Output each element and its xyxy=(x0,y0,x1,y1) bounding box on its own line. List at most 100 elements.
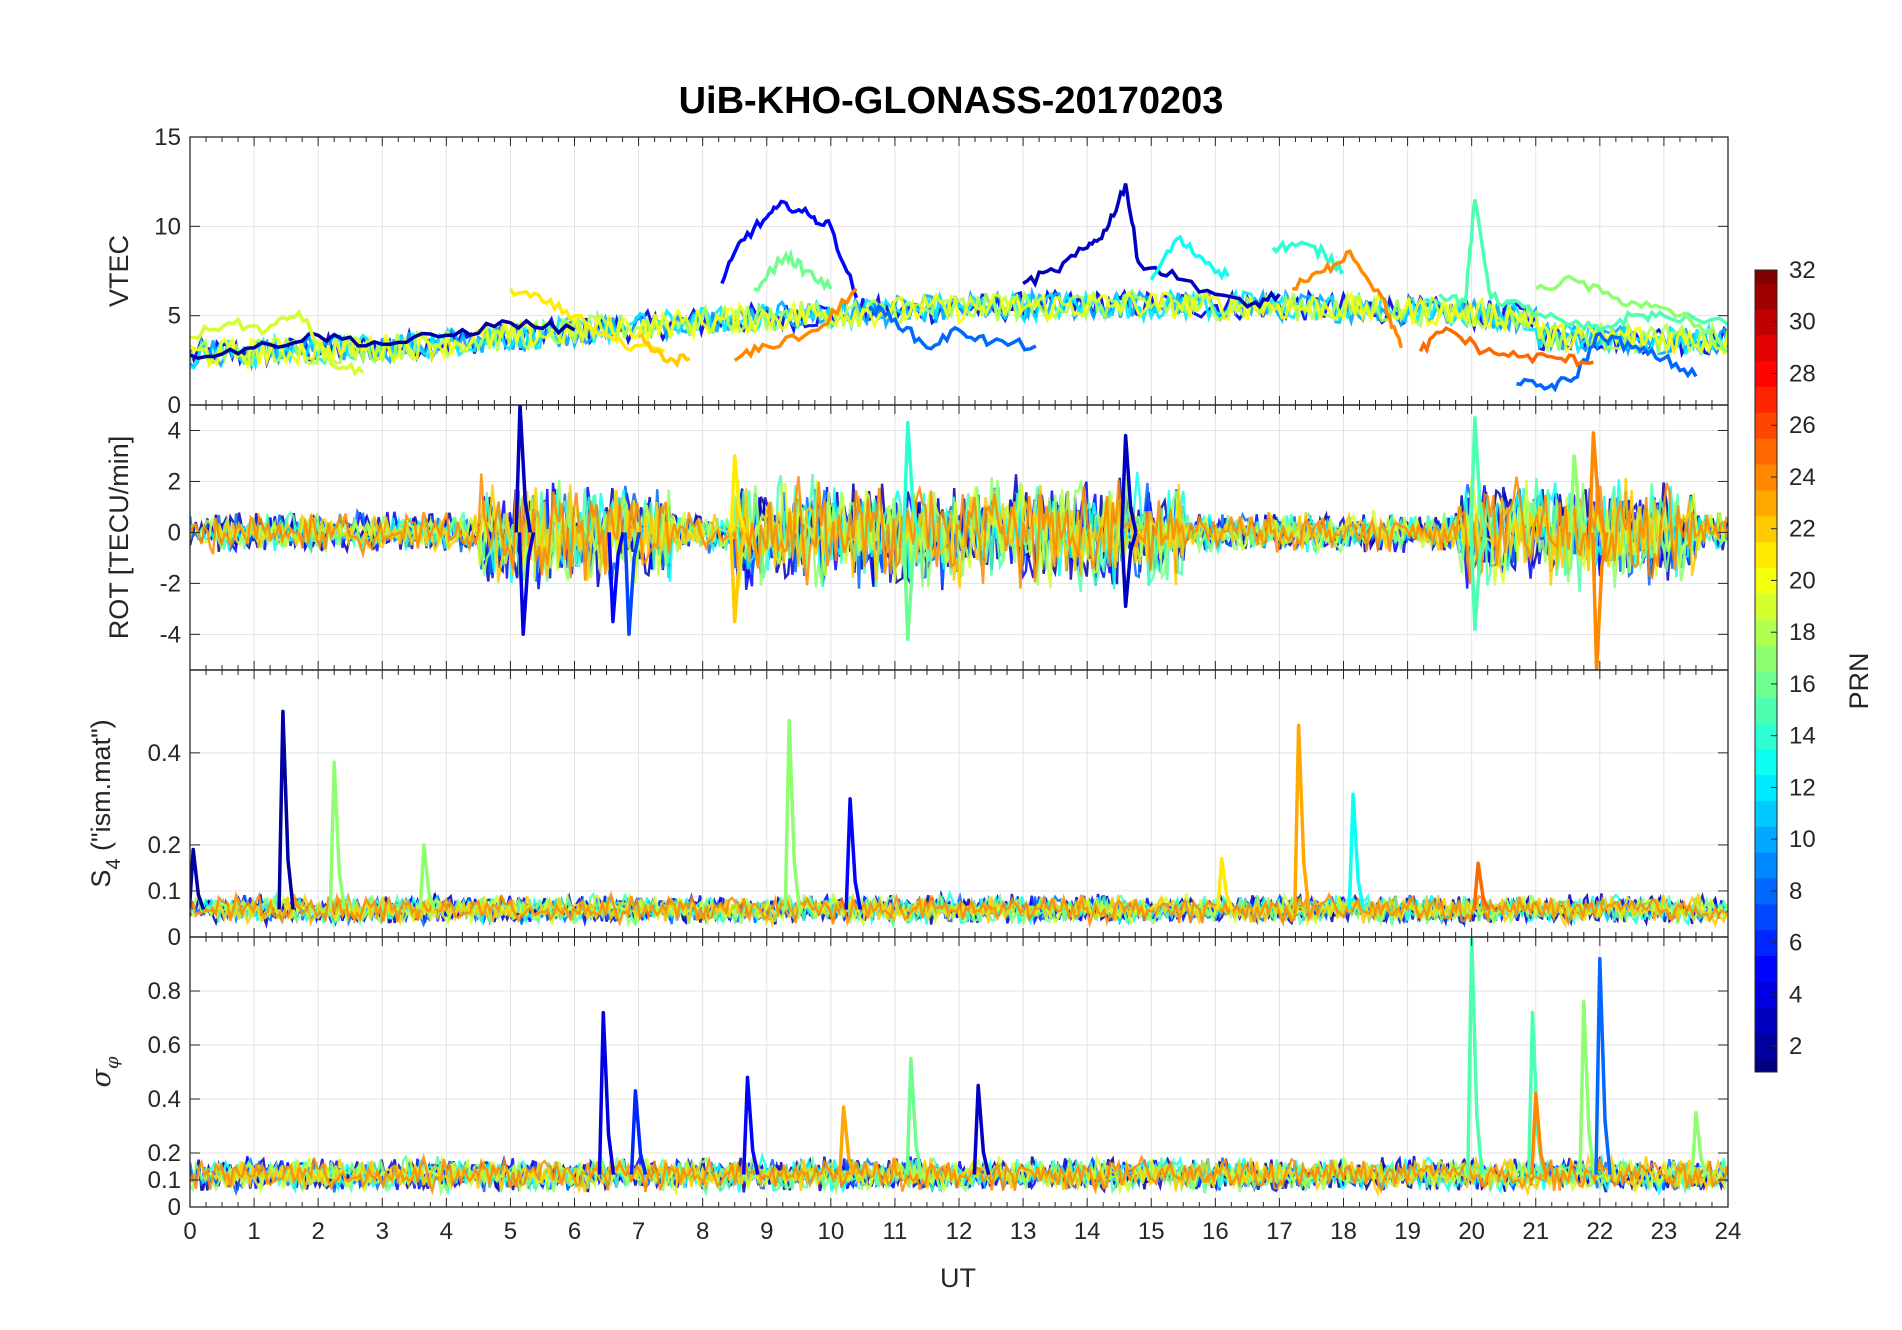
x-tick-label: 15 xyxy=(1138,1218,1165,1245)
x-tick-label: 21 xyxy=(1522,1218,1549,1245)
spike-prn-6 xyxy=(629,1089,648,1176)
noise-trace-prn-24 xyxy=(190,890,1728,929)
spike-prn-4 xyxy=(517,532,536,637)
colorbar-segment-prn-17 xyxy=(1755,645,1777,672)
x-tick-label: 0 xyxy=(183,1218,196,1245)
spike-prn-17 xyxy=(418,843,436,910)
spike-prn-17 xyxy=(1578,1000,1596,1175)
colorbar-segment-prn-7 xyxy=(1755,903,1777,931)
spike-prn-24 xyxy=(1587,431,1606,533)
colorbar-segment-prn-4 xyxy=(1755,981,1777,1008)
panel-s4: 0 0.1 0.2 0.4 S4 ("ism.mat") xyxy=(86,669,1729,951)
x-tick-label: 16 xyxy=(1202,1218,1229,1245)
colorbar-segment-prn-16 xyxy=(1755,671,1777,698)
vtec-series-prn-2 xyxy=(190,318,576,361)
spike-prn-3 xyxy=(514,405,533,533)
spike-prn-3 xyxy=(1120,433,1138,533)
chart-title: UiB-KHO-GLONASS-20170203 xyxy=(679,80,1224,122)
colorbar-tick-label: 10 xyxy=(1789,826,1816,853)
spike-prn-15 xyxy=(1466,937,1484,1175)
spike-prn-2 xyxy=(277,709,295,910)
vtec-series-prn-24 xyxy=(1292,249,1403,349)
x-tick-label: 24 xyxy=(1715,1218,1742,1245)
x-tick-label: 23 xyxy=(1651,1218,1678,1245)
colorbar-segment-prn-30 xyxy=(1755,308,1777,336)
spike-prn-17 xyxy=(1690,1110,1708,1176)
colorbar-tick-label: 14 xyxy=(1789,723,1816,750)
y-tick-label: 0 xyxy=(168,392,181,419)
colorbar-segment-prn-29 xyxy=(1755,334,1777,362)
x-tick-label: 2 xyxy=(311,1218,324,1245)
spike-prn-7 xyxy=(623,532,641,637)
vtec-series-prn-5 xyxy=(720,199,859,299)
colorbar-segment-prn-21 xyxy=(1755,541,1777,569)
spike-prn-23 xyxy=(1293,723,1311,910)
x-tick-label: 6 xyxy=(568,1218,581,1245)
x-tick-label: 10 xyxy=(817,1218,844,1245)
y-axis-label: σφ xyxy=(86,1056,123,1087)
x-tick-label: 12 xyxy=(946,1218,973,1245)
noise-trace-prn-24 xyxy=(190,1152,1728,1196)
x-tick-label: 14 xyxy=(1074,1218,1101,1245)
spike-prn-4 xyxy=(597,1010,616,1175)
vtec-series-prn-21 xyxy=(508,287,666,353)
y-tick-label: 5 xyxy=(168,303,181,330)
colorbar-tick-label: 18 xyxy=(1789,619,1816,646)
x-tick-label: 7 xyxy=(632,1218,645,1245)
vtec-series-prn-13 xyxy=(1149,234,1230,281)
panel-vtec: 0 5 10 15 VTEC xyxy=(104,124,1729,419)
vtec-base-trace-prn-20 xyxy=(190,288,1728,372)
y-tick-label: 15 xyxy=(154,124,181,151)
y-tick-label: 0.4 xyxy=(148,740,181,767)
colorbar-tick-label: 6 xyxy=(1789,930,1802,957)
colorbar-segment-prn-2 xyxy=(1755,1033,1777,1060)
y-tick-label: 0.2 xyxy=(148,1140,181,1167)
y-axis-label: S4 ("ism.mat") xyxy=(86,719,125,887)
y-axis-label: VTEC xyxy=(104,235,134,307)
colorbar-segment-prn-18 xyxy=(1755,619,1777,646)
x-tick-label: 3 xyxy=(376,1218,389,1245)
colorbar-tick-label: 4 xyxy=(1789,981,1802,1008)
spike-prn-13 xyxy=(1347,792,1366,910)
spike-prn-22 xyxy=(729,532,747,624)
spike-prn-5 xyxy=(741,1075,760,1175)
y-tick-label: 0.1 xyxy=(148,878,181,905)
x-tick-label: 20 xyxy=(1458,1218,1485,1245)
panel-data xyxy=(190,183,1728,393)
vtec-base-trace-prn-18 xyxy=(190,288,1728,368)
y-tick-label: 0.6 xyxy=(148,1032,181,1059)
x-axis-label: UT xyxy=(940,1263,976,1293)
colorbar-tick-label: 28 xyxy=(1789,360,1816,387)
spike-prn-16 xyxy=(905,1056,923,1175)
spike-prn-8 xyxy=(1594,956,1612,1175)
y-tick-label: 0.8 xyxy=(148,978,181,1005)
panel-data xyxy=(190,937,1728,1198)
spike-prn-24 xyxy=(1530,1091,1548,1176)
spike-prn-23 xyxy=(838,1105,856,1176)
colorbar-segment-prn-31 xyxy=(1755,282,1777,310)
x-tick-label: 17 xyxy=(1266,1218,1293,1245)
spike-prn-17 xyxy=(1568,454,1587,533)
spike-prn-21 xyxy=(729,454,747,533)
colorbar-segment-prn-8 xyxy=(1755,877,1777,905)
colorbar: 32 30 28 26 24 22 20 18 16 14 12 10 8 6 4 2 PRN xyxy=(1754,257,1874,1073)
colorbar-segment-prn-28 xyxy=(1755,360,1777,387)
spike-prn-2 xyxy=(190,847,206,910)
panel-sigma_phi: 00.10.2 0.4 0.6 0.8 σφ xyxy=(86,936,1729,1221)
x-tick-label: 9 xyxy=(760,1218,773,1245)
y-tick-label: -4 xyxy=(160,621,181,648)
colorbar-tick-label: 26 xyxy=(1789,412,1816,439)
vtec-series-prn-19 xyxy=(190,308,365,377)
colorbar-segment-prn-27 xyxy=(1755,386,1777,413)
y-tick-label: 0.4 xyxy=(148,1086,181,1113)
vtec-series-prn-17 xyxy=(1534,274,1728,353)
colorbar-tick-label: 8 xyxy=(1789,878,1802,905)
spike-prn-15 xyxy=(1469,415,1487,533)
x-tick-label: 1 xyxy=(247,1218,260,1245)
colorbar-segment-prn-14 xyxy=(1755,722,1777,750)
panel-rot: -4 -2 0 2 4 ROT [TECU/min] xyxy=(104,404,1729,671)
panel-data xyxy=(190,709,1728,929)
colorbar-box xyxy=(1754,269,1778,1073)
y-tick-label: 0.2 xyxy=(148,832,181,859)
